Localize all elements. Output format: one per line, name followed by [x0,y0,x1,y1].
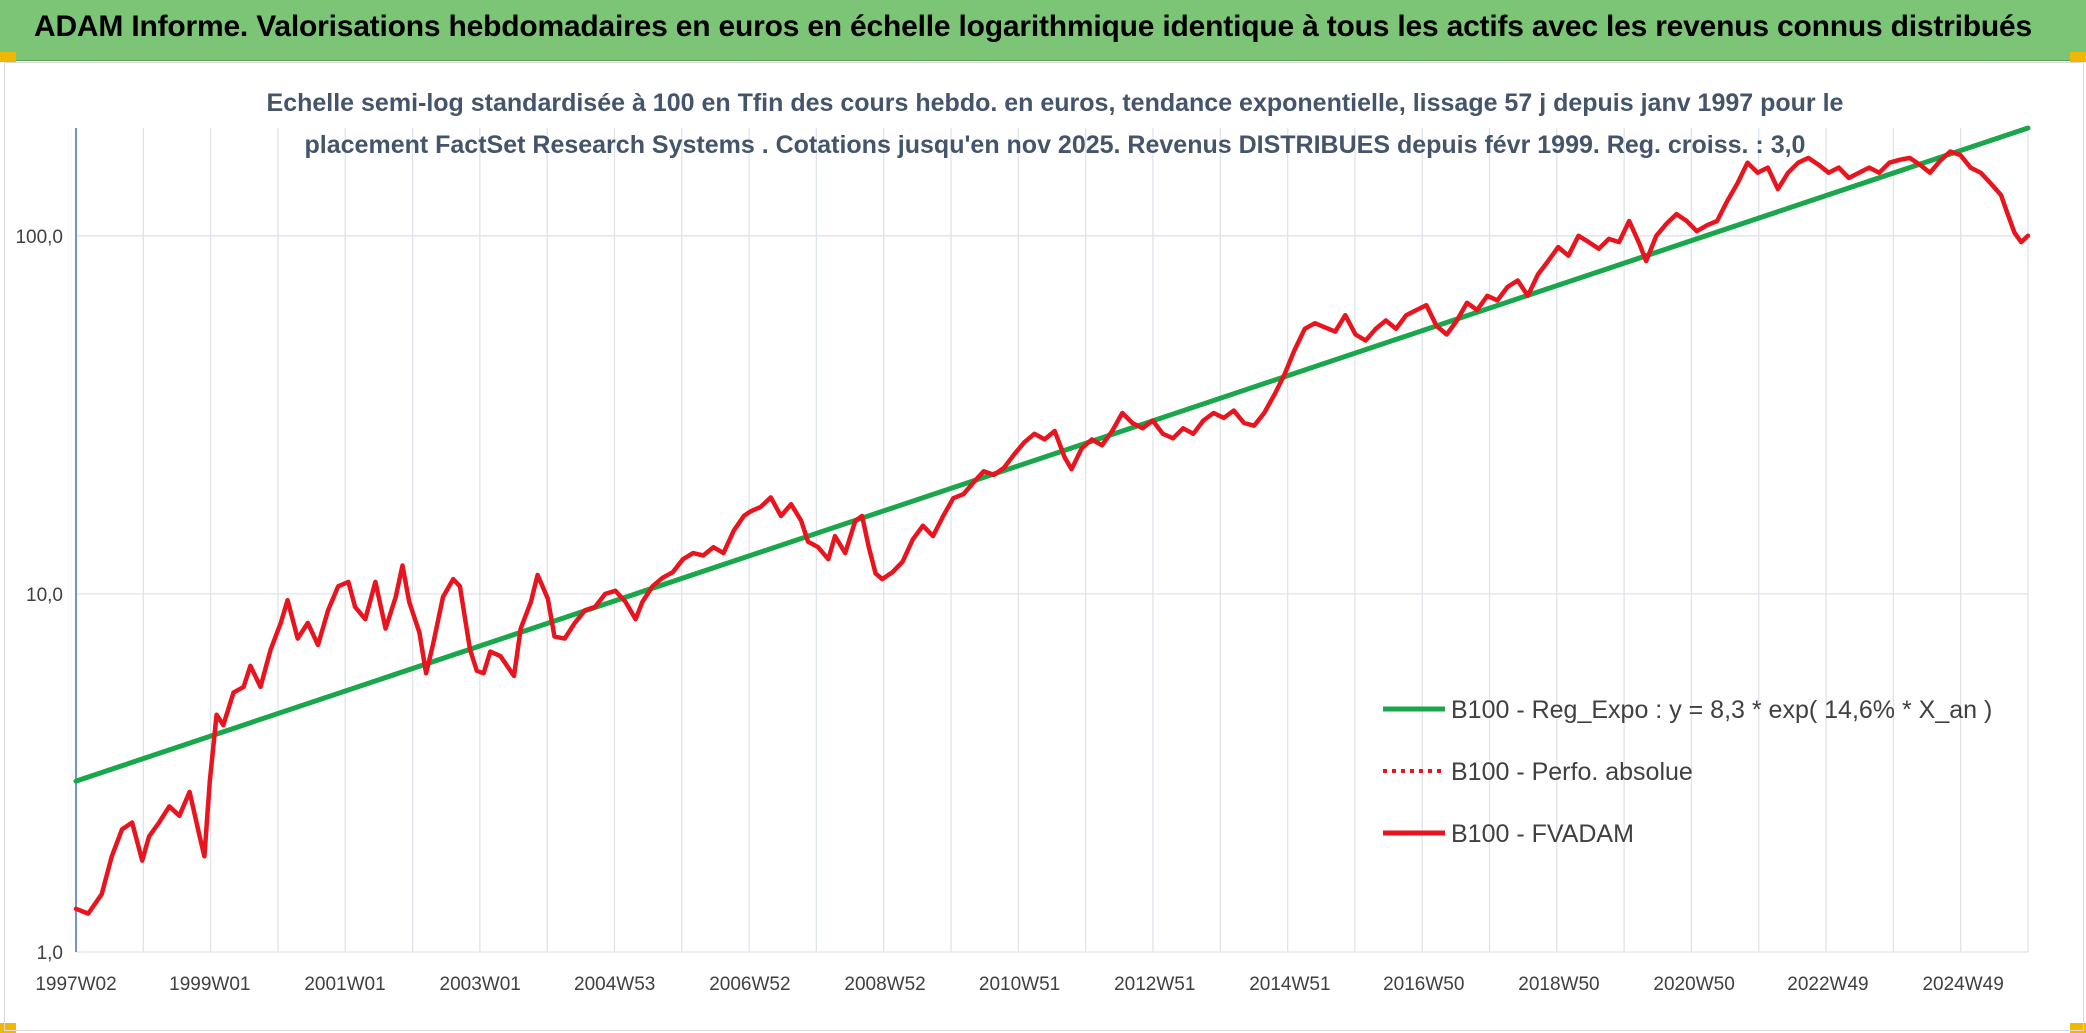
chart-title-line-2: placement FactSet Research Systems . Cot… [304,131,1806,159]
x-tick-label: 2010W51 [979,974,1060,995]
x-tick-label: 1999W01 [169,974,250,995]
x-tick-label: 2024W49 [1922,974,2003,995]
chart-legend: B100 - Reg_Expo : y = 8,3 * exp( 14,6% *… [1383,696,1992,848]
x-tick-label: 2020W50 [1653,974,1734,995]
y-tick-label: 10,0 [26,585,63,606]
corner-marker-bottom-right [2070,1023,2086,1033]
chart-area: 1,0 10,0 100,0 1997W02 1999W01 2001W01 2003W01… [4,62,2084,1031]
report-banner: ADAM Informe. Valorisations hebdomadaire… [0,0,2086,61]
x-tick-label: 2003W01 [440,974,521,995]
x-tick-label: 2022W49 [1787,974,1868,995]
x-tick-label: 2004W53 [574,974,655,995]
chart-svg: 1,0 10,0 100,0 1997W02 1999W01 2001W01 2003W01… [15,125,2031,995]
series-line-0 [73,125,2031,784]
legend-label-1: B100 - Perfo. absolue [1451,758,1693,786]
chart-title-line-1: Echelle semi-log standardisée à 100 en T… [266,89,1844,117]
x-tick-label: 2012W51 [1114,974,1195,995]
x-tick-label: 2014W51 [1249,974,1330,995]
legend-label-0: B100 - Reg_Expo : y = 8,3 * exp( 14,6% *… [1451,696,1992,724]
series-layer [73,125,2031,916]
legend-label-2: B100 - FVADAM [1451,820,1634,848]
x-tick-label: 2006W52 [709,974,790,995]
axis-layer: 1,0 10,0 100,0 1997W02 1999W01 2001W01 2003W01… [15,128,2004,995]
x-tick-label: 1997W02 [35,974,116,995]
series-line-2 [73,149,2031,916]
x-tick-label: 2018W50 [1518,974,1599,995]
x-tick-label: 2001W01 [304,974,385,995]
corner-marker-left [0,52,16,62]
y-tick-label: 1,0 [37,943,63,964]
x-tick-label: 2016W50 [1383,974,1464,995]
report-title: ADAM Informe. Valorisations hebdomadaire… [34,10,2032,43]
corner-marker-right [2070,52,2086,62]
grid-layer [76,128,2029,953]
y-tick-label: 100,0 [15,227,63,248]
corner-marker-bottom-left [0,1023,16,1033]
x-tick-label: 2008W52 [844,974,925,995]
